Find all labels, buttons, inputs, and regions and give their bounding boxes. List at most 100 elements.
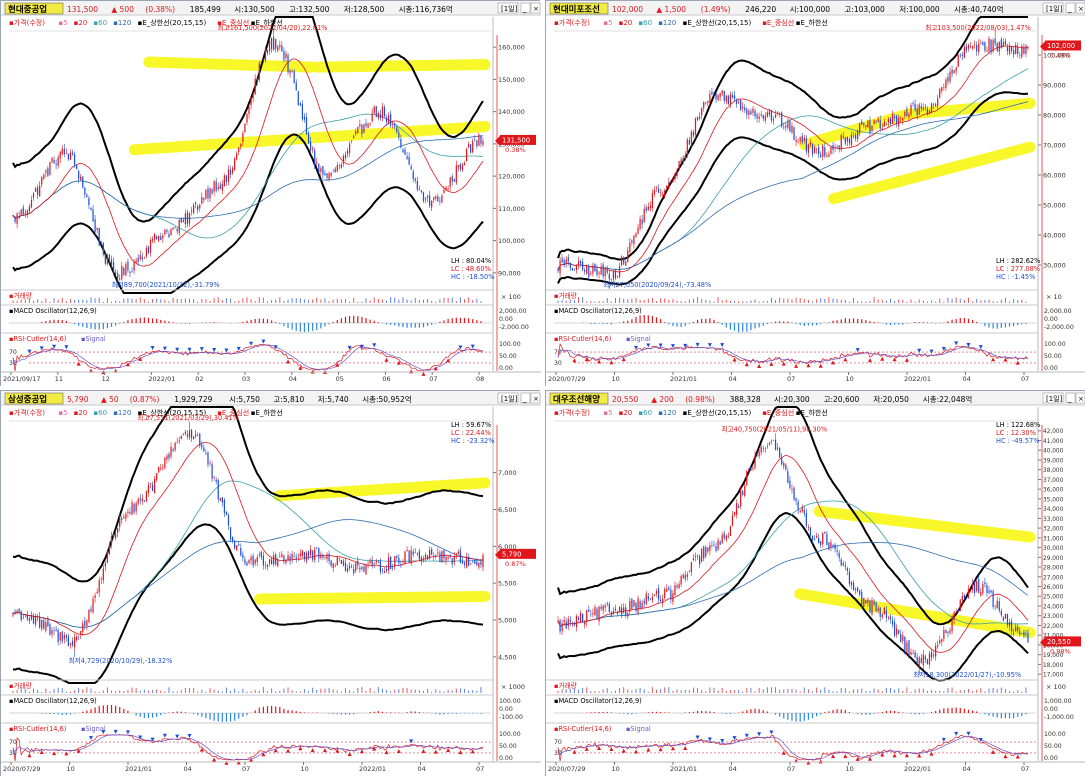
candle-body <box>902 117 904 121</box>
volume-bar <box>164 299 166 303</box>
candle-body <box>30 615 33 620</box>
macd-label: ▪MACD Oscillator(12,26,9) <box>554 697 642 705</box>
low-annotation: 최저4,729(2020/10/29),-18.32% <box>69 656 173 665</box>
candle <box>400 560 402 569</box>
candle-body <box>811 143 814 155</box>
sell-signal-marker <box>646 343 651 348</box>
candle <box>840 133 842 152</box>
candle <box>785 462 787 472</box>
macd-bar <box>65 713 67 715</box>
macd-bar <box>664 712 666 713</box>
candle-body <box>162 466 164 468</box>
x-tick-label: 10 <box>612 765 620 773</box>
candle <box>39 612 41 629</box>
candle-body <box>559 260 561 274</box>
candle <box>924 654 926 663</box>
candle-body <box>803 509 805 514</box>
candle <box>776 443 779 452</box>
candle-body <box>455 553 457 556</box>
volume-bar <box>74 299 76 303</box>
candle <box>162 463 164 471</box>
candle-body <box>445 557 447 561</box>
minimize-button <box>1065 2 1076 14</box>
candle <box>657 584 660 604</box>
candle <box>145 489 148 503</box>
chart-panel-shi[interactable]: 삼성중공업 5,790 ▲ 50 (0.87%) 1,929,729 시:5,750 고:5… <box>0 390 541 777</box>
candle <box>922 649 924 669</box>
candle-body <box>301 103 304 120</box>
candle-body <box>439 552 441 562</box>
macd-bar <box>435 713 437 714</box>
volume-bar <box>328 301 330 303</box>
candle <box>748 108 750 120</box>
candle <box>244 556 246 566</box>
candle-body <box>737 505 740 509</box>
candle-body <box>857 587 859 591</box>
volume-bar <box>729 300 731 303</box>
candle <box>916 104 918 120</box>
volume-bar <box>476 690 478 693</box>
candle-body <box>928 110 931 114</box>
candle <box>215 476 217 485</box>
candles <box>12 34 484 282</box>
candle <box>764 447 766 453</box>
candle <box>627 611 629 620</box>
macd-bar <box>926 322 929 323</box>
macd-bar <box>45 713 47 714</box>
chart-panel-hhi[interactable]: 현대중공업 131,500 ▲ 500 (0.38%) 185,499 시:130,500… <box>0 0 541 387</box>
candle <box>649 598 651 601</box>
x-axis: 2020/07/29 10 2021/01 04 07 10 2022/01 04 07 <box>1 761 541 773</box>
x-tick-label: 04 <box>418 765 426 773</box>
macd-bar <box>610 712 612 713</box>
candle-body <box>590 613 592 615</box>
candle-body <box>433 556 435 558</box>
volume-bar <box>86 687 88 693</box>
candle-body <box>1010 46 1013 51</box>
volume-bar <box>37 690 39 693</box>
volume-bar <box>848 301 850 303</box>
macd-bar <box>303 323 306 332</box>
volume-bar <box>680 301 682 303</box>
candle-body <box>12 215 14 216</box>
candle <box>834 543 836 553</box>
candle-body <box>400 564 402 565</box>
candle-body <box>392 124 394 125</box>
chart-panel-hmd[interactable]: 현대미포조선 102,000 ▲ 1,500 (1.49%) 246,220 시:100,… <box>545 0 1085 387</box>
volume-bar <box>254 301 256 303</box>
volume-bar <box>750 688 752 693</box>
candle-body <box>472 140 474 153</box>
volume-bar <box>557 690 559 693</box>
candle <box>154 232 156 243</box>
candle <box>53 156 55 164</box>
y-tick-label: 140,000 <box>498 108 525 116</box>
candle-body <box>898 117 900 126</box>
volume-bar <box>643 689 645 693</box>
candle <box>600 262 602 276</box>
volume-bar <box>431 691 433 693</box>
candle-body <box>713 544 715 546</box>
candle-body <box>348 143 351 154</box>
candle-body <box>621 607 623 615</box>
chart-panel-dsme[interactable]: 대우조선해양 20,550 ▲ 200 (0.98%) 388,328 시:20,300 고… <box>545 390 1085 777</box>
x-tick-label: 07 <box>787 375 795 383</box>
candle <box>266 49 269 56</box>
candle <box>937 94 939 110</box>
candle-body <box>225 175 228 182</box>
volume-bar <box>951 298 953 303</box>
candle <box>357 126 359 134</box>
candle <box>242 130 244 146</box>
candle <box>437 193 439 202</box>
volume-bar <box>381 299 383 303</box>
candle <box>299 549 301 559</box>
candle <box>754 108 756 120</box>
candle <box>59 631 61 645</box>
macd-bar <box>922 322 924 323</box>
candle-body <box>369 123 371 124</box>
candle-body <box>969 46 972 47</box>
candle <box>387 552 390 575</box>
candle-body <box>158 236 160 241</box>
candle-body <box>90 207 92 211</box>
trend-highlight-0 <box>813 505 1036 543</box>
candle <box>307 550 310 561</box>
candle <box>951 65 953 78</box>
